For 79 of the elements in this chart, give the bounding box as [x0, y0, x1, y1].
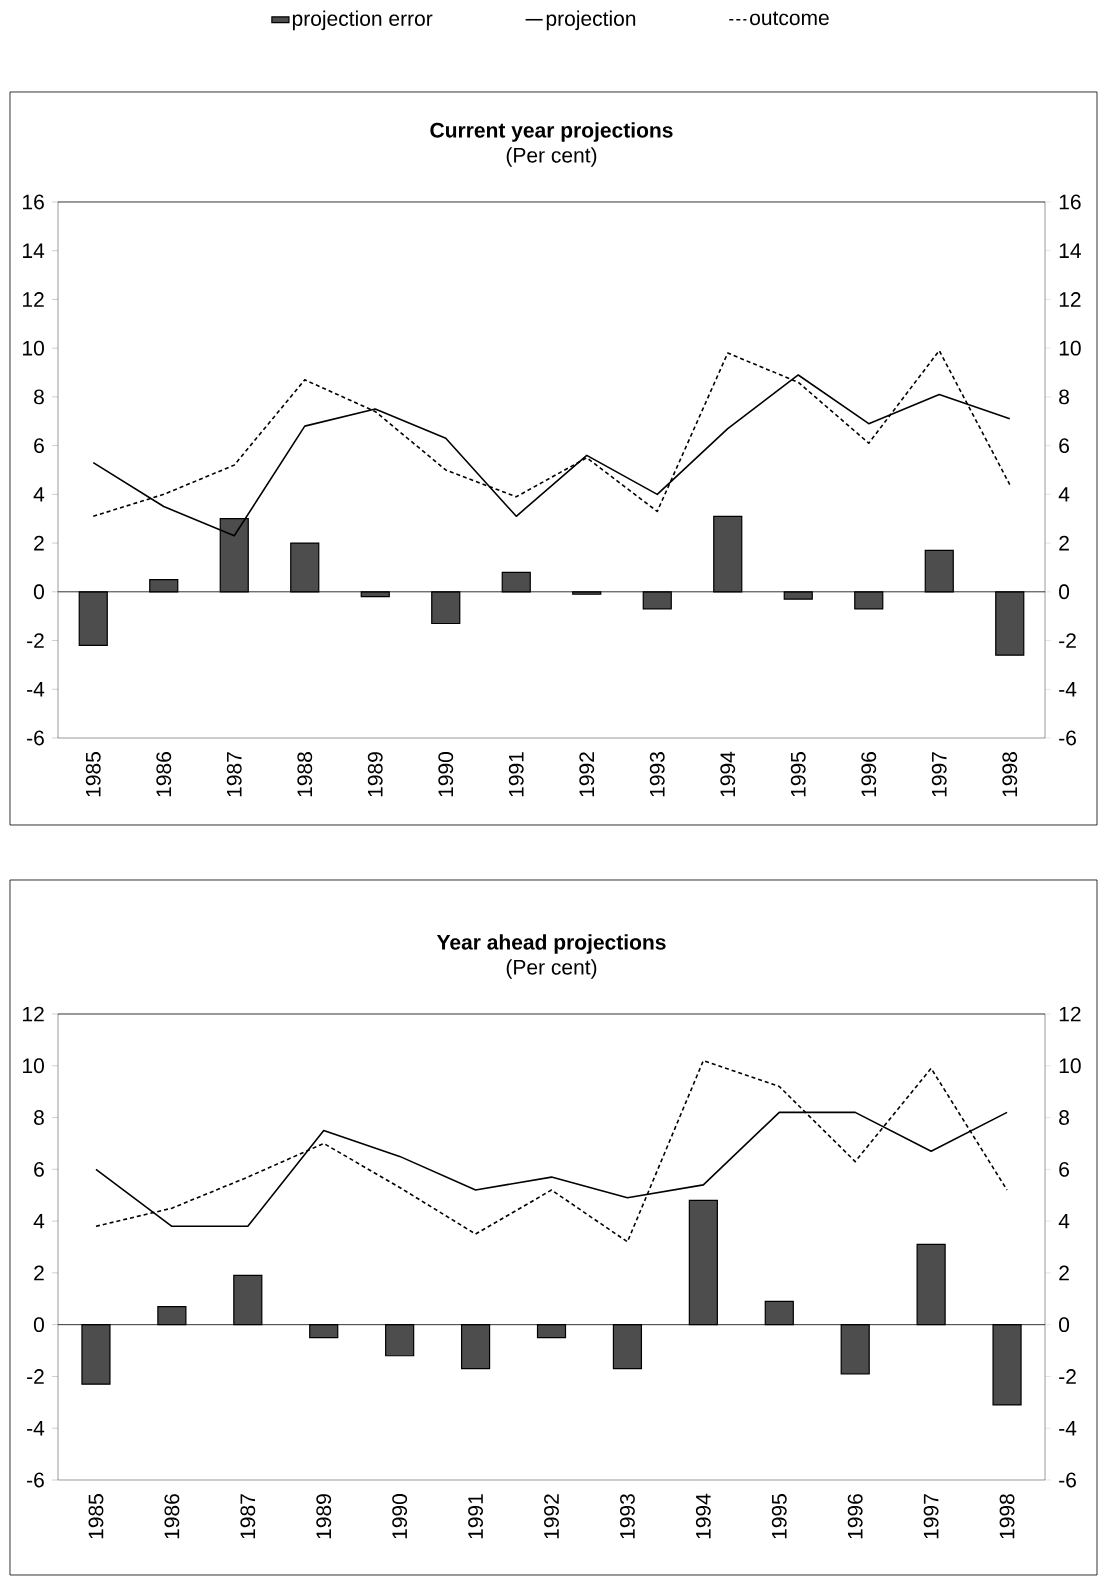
- y-tick-label: 2: [34, 1265, 44, 1281]
- x-tick-label: 1989: [316, 1494, 332, 1539]
- x-tick-label: 1994: [695, 1493, 711, 1539]
- y2-tick-label: 0: [1059, 1317, 1070, 1333]
- line-series: [95, 1059, 1008, 1243]
- y-tick-label: 2: [34, 535, 44, 551]
- y2-tick-label: -6: [1059, 1472, 1076, 1488]
- y2-tick-label: 2: [1059, 1265, 1069, 1281]
- x-tick-label: 1986: [164, 1494, 180, 1539]
- chart-subtitle: (Per cent): [506, 147, 597, 167]
- y-tick-label: 12: [23, 292, 44, 307]
- y2-tick-label: 12: [1059, 292, 1081, 307]
- y2-tick-label: -2: [1059, 1369, 1076, 1384]
- x-tick-label: 1995: [790, 752, 806, 797]
- y2-tick-label: 8: [1059, 1110, 1069, 1125]
- x-tick-label: 1988: [297, 752, 313, 797]
- y2-tick-label: 0: [1059, 584, 1070, 600]
- y2-tick-label: 6: [1059, 1161, 1069, 1177]
- y2-tick-label: 8: [1059, 389, 1069, 405]
- y-tick-label: 12: [23, 1006, 44, 1022]
- y2-tick-label: 4: [1058, 487, 1070, 502]
- y2-tick-label: 14: [1059, 243, 1081, 258]
- y-tick-label: -6: [27, 1472, 44, 1488]
- x-tick-label: 1987: [226, 752, 242, 797]
- y2-tick-label: -6: [1059, 730, 1076, 746]
- x-tick-label: 1992: [579, 752, 595, 797]
- x-tick-label: 1998: [999, 1494, 1015, 1539]
- x-tick-label: 1990: [438, 752, 454, 797]
- x-tick-label: 1995: [771, 1494, 787, 1539]
- legend-label: projection: [546, 10, 636, 31]
- x-tick-label: 1985: [88, 1494, 104, 1539]
- x-tick-label: 1986: [156, 752, 172, 797]
- y-tick-label: -4: [27, 682, 45, 697]
- x-tick-label: 1991: [508, 752, 524, 797]
- x-tick-label: 1987: [240, 1494, 256, 1539]
- x-tick-label: 1990: [392, 1494, 408, 1539]
- y-tick-label: 10: [23, 1058, 44, 1074]
- x-tick-label: 1985: [85, 752, 101, 797]
- y2-tick-label: 4: [1058, 1213, 1070, 1229]
- y-tick-label: 0: [33, 1317, 44, 1333]
- x-tick-label: 1994: [720, 751, 736, 797]
- x-tick-label: 1998: [1002, 752, 1018, 797]
- x-tick-label: 1991: [468, 1494, 484, 1539]
- x-tick-label: 1997: [923, 1494, 939, 1539]
- x-tick-label: 1989: [367, 752, 383, 797]
- y2-tick-label: 10: [1059, 1058, 1081, 1074]
- y2-tick-label: 2: [1059, 535, 1069, 551]
- x-tick-label: 1993: [619, 1494, 635, 1539]
- chart-subtitle: (Per cent): [506, 959, 597, 979]
- y-tick-label: -2: [27, 1369, 44, 1384]
- legend-label: outcome: [750, 11, 829, 26]
- x-tick-label: 1996: [861, 752, 877, 797]
- y-tick-label: 4: [33, 487, 45, 502]
- y-tick-label: 0: [33, 584, 44, 600]
- y2-tick-label: 12: [1059, 1006, 1081, 1022]
- legend-label: projection error: [292, 10, 433, 31]
- y-tick-label: -6: [27, 730, 44, 746]
- y-tick-label: 8: [34, 389, 44, 405]
- y2-tick-label: 10: [1059, 340, 1081, 356]
- y-tick-label: 8: [34, 1110, 44, 1125]
- y2-tick-label: -2: [1059, 633, 1076, 648]
- y2-tick-label: 16: [1059, 194, 1081, 210]
- x-tick-label: 1992: [544, 1494, 559, 1539]
- chart-title: Year ahead projections: [436, 934, 666, 954]
- y-tick-label: 4: [33, 1213, 45, 1229]
- x-tick-label: 1997: [931, 752, 947, 797]
- x-tick-label: 1996: [847, 1494, 863, 1539]
- y-tick-label: 10: [23, 340, 44, 356]
- y-tick-label: -2: [27, 633, 44, 648]
- y-tick-label: 6: [34, 438, 44, 454]
- y-tick-label: 6: [34, 1161, 44, 1177]
- y-tick-label: -4: [27, 1421, 45, 1436]
- chart-title: Current year projections: [430, 122, 673, 142]
- y-tick-label: 16: [23, 194, 44, 210]
- y2-tick-label: 6: [1059, 438, 1069, 454]
- y2-tick-label: -4: [1059, 1421, 1077, 1436]
- x-tick-label: 1993: [649, 752, 665, 797]
- y-tick-label: 14: [23, 243, 45, 258]
- y2-tick-label: -4: [1059, 682, 1077, 697]
